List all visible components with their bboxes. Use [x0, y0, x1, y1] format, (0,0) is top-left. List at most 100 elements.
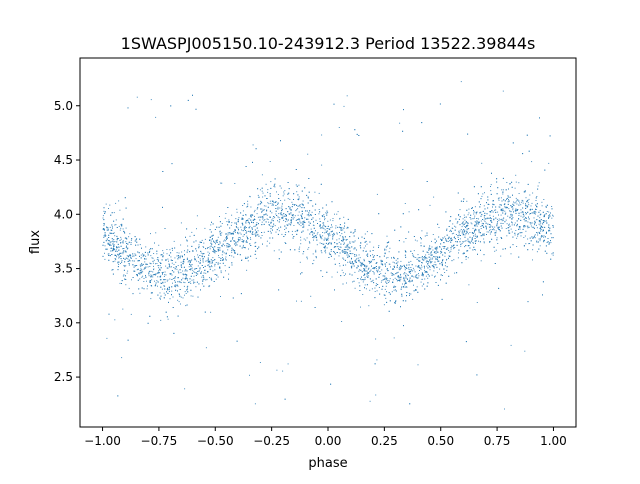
data-point: [371, 288, 373, 290]
data-point: [428, 261, 429, 263]
data-point: [376, 268, 377, 270]
data-point: [515, 230, 517, 231]
data-point: [171, 286, 173, 288]
data-point: [454, 247, 456, 248]
data-point: [446, 240, 448, 242]
data-point: [390, 272, 392, 274]
data-point: [299, 261, 301, 263]
data-point: [371, 280, 373, 282]
data-point: [513, 204, 515, 206]
data-point: [453, 244, 454, 246]
data-point: [396, 280, 398, 282]
data-point: [375, 285, 377, 287]
data-point: [187, 279, 188, 281]
data-point: [345, 264, 347, 266]
data-point: [367, 255, 369, 257]
data-point: [155, 232, 157, 234]
data-point: [523, 191, 525, 193]
data-point: [363, 268, 365, 270]
data-point: [267, 219, 269, 220]
data-point: [534, 234, 536, 236]
data-point: [313, 224, 315, 226]
data-point: [255, 231, 257, 232]
data-point: [133, 270, 135, 272]
data-point: [323, 246, 325, 248]
data-point: [156, 280, 158, 282]
data-point: [198, 244, 200, 246]
data-point: [529, 222, 531, 224]
data-point: [247, 200, 249, 202]
data-point: [168, 260, 169, 262]
data-point: [388, 251, 390, 253]
data-point: [108, 313, 110, 315]
data-point: [313, 236, 315, 238]
data-point: [472, 242, 474, 244]
data-point: [179, 280, 181, 282]
data-point: [324, 249, 326, 251]
data-point: [163, 276, 165, 277]
data-point: [281, 203, 283, 205]
data-point: [489, 241, 491, 243]
data-point: [234, 183, 236, 184]
data-point: [123, 274, 125, 276]
data-point: [233, 256, 235, 258]
data-point: [155, 263, 156, 265]
data-point: [532, 259, 533, 261]
data-point: [472, 238, 473, 240]
data-point: [518, 200, 520, 202]
data-point: [429, 266, 430, 268]
data-point: [398, 268, 400, 270]
data-point: [413, 269, 415, 271]
data-point: [275, 205, 277, 206]
data-point: [364, 277, 366, 279]
data-point: [258, 223, 259, 225]
data-point: [370, 260, 372, 262]
data-point: [208, 266, 210, 268]
data-point: [250, 206, 252, 208]
data-point: [530, 205, 532, 207]
data-point: [480, 198, 482, 200]
data-point: [221, 245, 223, 246]
data-point: [307, 248, 309, 250]
data-point: [481, 195, 483, 197]
data-point: [440, 243, 442, 245]
data-point: [249, 196, 251, 198]
data-point: [422, 274, 424, 275]
data-point: [197, 254, 199, 256]
data-point: [197, 256, 199, 258]
data-point: [160, 263, 162, 264]
data-point: [204, 269, 206, 271]
data-point: [203, 242, 205, 244]
data-point: [465, 258, 467, 260]
data-point: [522, 207, 524, 209]
data-point: [154, 280, 155, 282]
data-point: [465, 245, 467, 247]
data-point: [106, 337, 108, 339]
data-point: [325, 242, 327, 244]
data-point: [534, 224, 535, 226]
data-point: [433, 266, 435, 268]
data-point: [194, 268, 196, 270]
data-point: [480, 186, 482, 188]
data-point: [379, 256, 381, 258]
data-point: [465, 216, 467, 218]
data-point: [174, 247, 176, 249]
data-point: [436, 258, 438, 260]
data-point: [272, 226, 273, 228]
data-point: [528, 216, 529, 218]
data-point: [458, 214, 460, 216]
data-point: [427, 261, 429, 262]
data-point: [454, 236, 455, 238]
data-point: [395, 300, 397, 302]
data-point: [286, 224, 288, 226]
data-point: [400, 265, 402, 267]
data-point: [214, 274, 216, 275]
data-point: [246, 257, 248, 259]
data-point: [262, 243, 263, 245]
data-point: [356, 261, 357, 263]
data-point: [111, 224, 113, 226]
data-point: [234, 230, 236, 232]
data-point: [241, 229, 242, 231]
data-point: [474, 224, 476, 226]
data-point: [476, 223, 478, 225]
